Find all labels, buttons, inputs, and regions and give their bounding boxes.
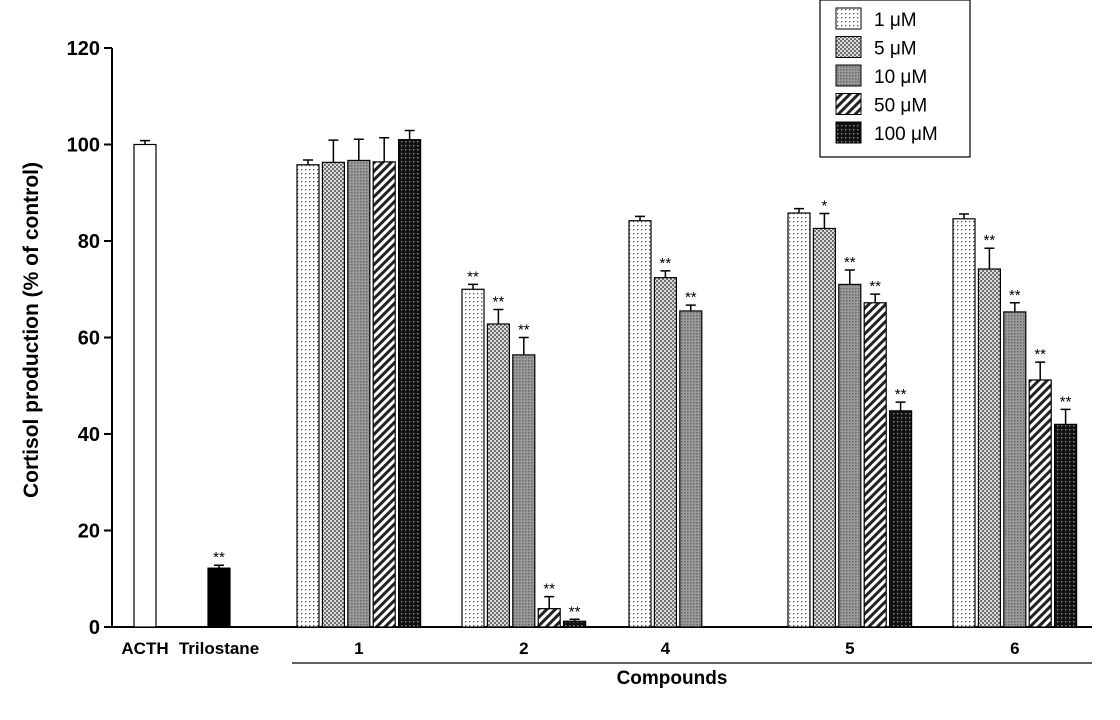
bar-control-acth [133, 143, 157, 628]
bar-compound-6-1 [977, 268, 1002, 628]
legend-entry-label: 1 μM [874, 10, 917, 31]
significance-label: ** [660, 255, 672, 272]
significance-label: ** [869, 278, 881, 295]
error-bar [660, 270, 671, 278]
legend-swatch [835, 36, 862, 58]
bar-compound-2-1 [486, 323, 510, 628]
bar-compound-2-4 [562, 620, 587, 628]
error-bar [468, 283, 478, 290]
legend-entry-label: 100 μM [874, 124, 938, 145]
error-bar [895, 401, 906, 411]
category-label: 2 [519, 639, 528, 658]
y-tick-label: 80 [78, 231, 100, 253]
bar-compound-5-0 [787, 212, 811, 628]
y-axis-title: Cortisol production (% of control) [20, 162, 43, 498]
significance-label: ** [569, 603, 581, 620]
legend-swatch [835, 93, 862, 115]
error-bar [544, 595, 555, 609]
error-bar [493, 308, 504, 324]
bar-compound-5-2 [838, 283, 862, 628]
bar-compound-5-3 [863, 302, 887, 628]
error-bar [404, 129, 415, 140]
bar-compound-1-4 [398, 139, 422, 628]
error-bar [635, 215, 645, 221]
error-bar [870, 293, 881, 303]
y-tick-label: 0 [89, 617, 100, 639]
legend-entry-label: 10 μM [874, 67, 927, 88]
bar-compound-2-0 [461, 288, 485, 628]
error-bar [1060, 408, 1071, 425]
error-bar [214, 564, 224, 569]
bar-compound-2-3 [537, 608, 561, 628]
significance-label: ** [1009, 287, 1021, 304]
y-tick-label: 20 [78, 521, 100, 543]
significance-label: ** [844, 254, 856, 271]
y-tick-label: 100 [67, 135, 100, 157]
legend: 1 μM 5 μM 10 μM 50 μM 100 μM [819, 0, 971, 158]
error-bar [819, 212, 830, 229]
significance-label: ** [895, 386, 907, 403]
significance-label: ** [1034, 346, 1046, 363]
error-bar [959, 213, 969, 219]
bar-compound-6-4 [1053, 423, 1078, 628]
significance-label: ** [493, 294, 505, 311]
significance-label: ** [685, 289, 697, 306]
error-bar [794, 207, 804, 214]
significance-label: ** [1060, 393, 1072, 410]
significance-label: ** [467, 268, 479, 285]
error-bar [353, 138, 364, 161]
x-axis-title: Compounds [617, 668, 728, 689]
bar-compound-1-1 [321, 161, 345, 628]
bar-compound-5-4 [888, 410, 913, 628]
error-bar [569, 618, 580, 622]
significance-label: ** [984, 232, 996, 249]
bar-compound-2-2 [512, 354, 536, 628]
error-bar [984, 247, 995, 269]
category-label: Trilostane [179, 639, 259, 658]
bar-compound-6-2 [1003, 311, 1027, 628]
y-tick-label: 40 [78, 424, 100, 446]
category-label: 5 [845, 639, 854, 658]
bar-compound-1-3 [372, 161, 396, 628]
bar-compound-4-1 [653, 277, 678, 628]
error-bar [379, 136, 390, 162]
bar-control-trilostane [207, 567, 231, 628]
category-label: 4 [661, 639, 671, 658]
legend-swatch [835, 7, 862, 30]
error-bar [140, 139, 150, 145]
error-bar [844, 269, 855, 285]
bar-compound-6-0 [952, 218, 976, 628]
significance-label: * [821, 197, 827, 214]
error-bar [1035, 361, 1046, 380]
bar-compound-4-2 [679, 310, 703, 628]
bar-compound-5-1 [812, 227, 837, 628]
bar-compound-6-3 [1028, 379, 1052, 628]
significance-label: ** [543, 581, 555, 598]
bar-compound-4-0 [628, 220, 652, 628]
y-tick-label: 60 [78, 328, 100, 350]
error-bar [518, 336, 529, 355]
error-bar [303, 159, 313, 165]
legend-swatch [835, 64, 862, 87]
legend-swatch [835, 121, 862, 144]
error-bar [1009, 302, 1020, 312]
significance-label: ** [213, 549, 225, 566]
bar-compound-1-0 [296, 164, 320, 628]
category-label: 6 [1010, 639, 1019, 658]
significance-label: ** [518, 322, 530, 339]
error-bar [685, 304, 696, 311]
y-tick-label: 120 [67, 38, 100, 60]
legend-entry-label: 50 μM [874, 96, 927, 117]
bar-compound-1-2 [347, 159, 371, 628]
category-label: 1 [354, 639, 363, 658]
legend-entry-label: 5 μM [874, 39, 917, 60]
error-bar [328, 139, 339, 163]
category-label: ACTH [121, 639, 168, 658]
